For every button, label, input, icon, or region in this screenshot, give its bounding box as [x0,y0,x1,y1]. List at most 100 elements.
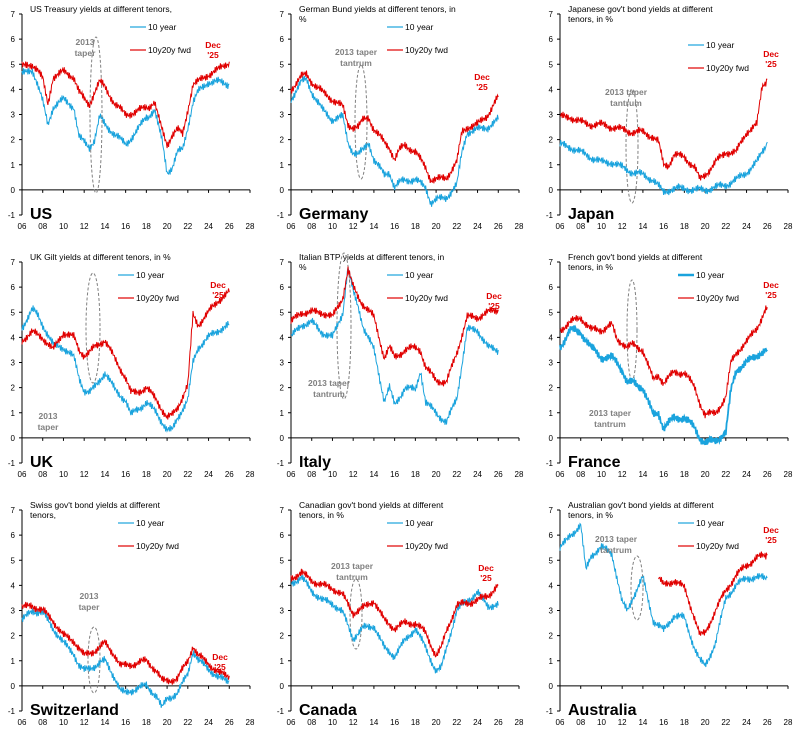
x-tick-label: 28 [515,718,524,727]
dec-25-label: '25 [480,573,492,583]
series-10-year-line [559,522,768,668]
legend-label: 10 year [696,270,725,280]
y-tick-label: 2 [280,384,285,393]
x-tick-label: 06 [556,222,565,231]
x-tick-label: 14 [638,222,647,231]
y-tick-label: -1 [8,707,16,716]
taper-annotation: 2013 [39,411,58,421]
y-tick-label: 6 [11,35,16,44]
dec-25-label: Dec [210,280,226,290]
legend-label: 10y20y fwd [136,541,179,551]
y-tick-label: 7 [11,10,16,19]
y-tick-label: 6 [280,35,285,44]
legend-label: 10y20y fwd [136,293,179,303]
x-tick-label: 22 [452,222,461,231]
y-tick-label: 3 [11,111,16,120]
legend-label: 10y20y fwd [405,293,448,303]
country-label-bg [566,702,639,719]
dec-25-label: '25 [765,535,777,545]
y-tick-label: 4 [11,581,16,590]
x-tick-label: 24 [204,718,213,727]
legend-label: 10 year [405,270,434,280]
series-10-year-line [21,68,230,175]
x-tick-label: 22 [183,718,192,727]
x-tick-label: 08 [307,222,316,231]
x-tick-label: 28 [515,222,524,231]
y-tick-label: 1 [280,657,285,666]
country-label: UK [30,454,54,471]
y-tick-label: 0 [280,186,285,195]
x-tick-label: 20 [432,718,441,727]
taper-annotation: taper [79,602,100,612]
taper-annotation: 2013 taper [331,561,374,571]
x-tick-label: 16 [390,718,399,727]
series-10y20y-fwd-line [21,601,230,685]
y-tick-label: 1 [549,409,554,418]
taper-ellipse [85,272,101,384]
taper-annotation: tantrum [336,572,368,582]
legend-label: 10 year [405,22,434,32]
series-10y20y-fwd-line [290,568,499,658]
taper-annotation: 2013 taper [589,408,632,418]
y-tick-label: 7 [280,10,285,19]
dec-25-label: '25 [488,301,500,311]
x-tick-label: 26 [225,222,234,231]
chart-title: UK Gilt yields at different tenors, in % [30,252,171,262]
x-tick-label: 08 [38,718,47,727]
dec-25-label: Dec [212,652,228,662]
country-label-bg [28,206,55,223]
y-tick-label: -1 [277,459,285,468]
y-tick-label: 7 [549,506,554,515]
series-10y20y-fwd-line [658,551,768,636]
y-tick-label: 3 [549,607,554,616]
y-tick-label: 4 [11,333,16,342]
y-tick-label: -1 [546,459,554,468]
taper-annotation: tantrum [610,98,642,108]
taper-ellipse [630,555,644,621]
country-label: US [30,206,53,223]
legend-label: 10 year [706,40,735,50]
x-tick-label: 24 [473,222,482,231]
legend-label: 10y20y fwd [696,293,739,303]
taper-annotation: 2013 taper [308,378,351,388]
x-tick-label: 20 [432,222,441,231]
dec-25-label: '25 [214,662,226,672]
x-tick-label: 10 [59,718,68,727]
y-tick-label: 7 [280,506,285,515]
x-tick-label: 06 [287,718,296,727]
y-tick-label: 1 [549,657,554,666]
legend-label: 10 year [136,518,165,528]
taper-annotation: 2013 [76,37,95,47]
series-10y20y-fwd-line [290,266,499,387]
y-tick-label: 7 [11,506,16,515]
x-tick-label: 24 [742,222,751,231]
taper-annotation: 2013 [80,591,99,601]
dec-25-label: Dec [474,72,490,82]
y-tick-label: 3 [280,111,285,120]
y-tick-label: 7 [549,258,554,267]
y-tick-label: 3 [280,607,285,616]
x-tick-label: 28 [246,222,255,231]
y-tick-label: -1 [546,707,554,716]
y-tick-label: 5 [280,556,285,565]
y-tick-label: 0 [280,434,285,443]
dec-25-label: Dec [205,40,221,50]
taper-ellipse [89,36,103,194]
x-tick-label: 22 [183,470,192,479]
legend-label: 10 year [136,270,165,280]
series-10-year-line [559,140,768,196]
x-tick-label: 20 [701,470,710,479]
x-tick-label: 24 [742,718,751,727]
chart-title: Canadian gov't bond yields at different t… [299,500,444,520]
y-tick-label: 0 [11,434,16,443]
y-tick-label: -1 [8,211,16,220]
y-tick-label: 2 [549,384,554,393]
x-tick-label: 08 [576,222,585,231]
dec-25-label: '25 [207,50,219,60]
chart-title: German Bund yields at different tenors, … [299,4,456,24]
